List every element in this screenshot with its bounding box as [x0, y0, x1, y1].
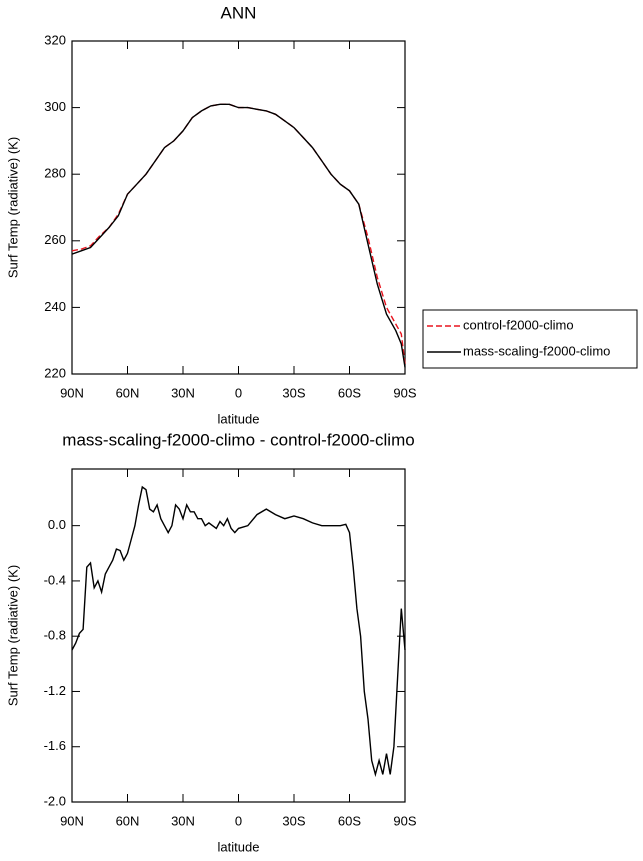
- y-tick-label: -0.8: [44, 628, 66, 643]
- x-tick-label: 90S: [393, 813, 416, 828]
- y-tick-label: 280: [44, 166, 66, 181]
- x-tick-label: 60S: [338, 813, 361, 828]
- x-tick-label: 30N: [171, 385, 195, 400]
- y-tick-label: -1.6: [44, 738, 66, 753]
- x-axis-label: latitude: [218, 839, 260, 854]
- y-axis-label: Surf Temp (radiative) (K): [5, 137, 20, 278]
- x-tick-label: 60N: [116, 813, 140, 828]
- x-tick-label: 90S: [393, 385, 416, 400]
- y-tick-label: -2.0: [44, 793, 66, 808]
- y-tick-label: 320: [44, 32, 66, 47]
- y-tick-label: 0.0: [48, 517, 66, 532]
- y-tick-label: 220: [44, 365, 66, 380]
- legend-label: control-f2000-climo: [463, 317, 574, 332]
- plot-frame: [71, 468, 406, 803]
- y-tick-label: 300: [44, 99, 66, 114]
- x-tick-label: 30N: [171, 813, 195, 828]
- x-tick-label: 0: [235, 385, 242, 400]
- x-tick-label: 90N: [60, 385, 84, 400]
- y-tick-label: 260: [44, 232, 66, 247]
- x-tick-label: 60N: [116, 385, 140, 400]
- chart-title: ANN: [221, 3, 257, 22]
- x-tick-label: 0: [235, 813, 242, 828]
- chart-title: mass-scaling-f2000-climo - control-f2000…: [62, 430, 414, 449]
- legend-label: mass-scaling-f2000-climo: [463, 343, 610, 358]
- y-tick-label: -0.4: [44, 572, 66, 587]
- y-tick-label: 240: [44, 299, 66, 314]
- series-line: [71, 485, 406, 778]
- y-axis-label: Surf Temp (radiative) (K): [5, 565, 20, 706]
- x-axis-label: latitude: [218, 411, 260, 426]
- y-tick-label: -1.2: [44, 683, 66, 698]
- series-line: [71, 103, 406, 368]
- series-line: [71, 103, 406, 365]
- legend-box: [422, 309, 638, 369]
- x-tick-label: 30S: [282, 385, 305, 400]
- x-tick-label: 90N: [60, 813, 84, 828]
- x-tick-label: 60S: [338, 385, 361, 400]
- x-tick-label: 30S: [282, 813, 305, 828]
